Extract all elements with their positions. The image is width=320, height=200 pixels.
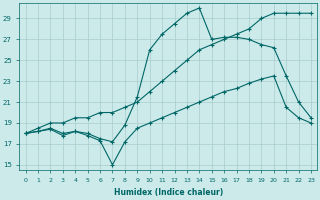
X-axis label: Humidex (Indice chaleur): Humidex (Indice chaleur) [114,188,223,197]
